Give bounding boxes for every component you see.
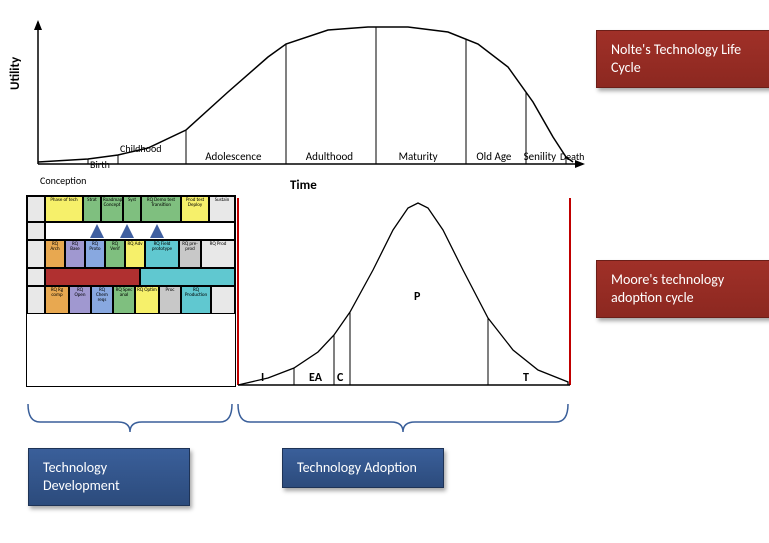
lifecycle-stage-label: Senility [524, 150, 557, 163]
lifecycle-stage-label: Childhood [120, 142, 161, 155]
adoption-segment-label: T [523, 371, 529, 385]
adoption-segment-label: C [337, 371, 343, 385]
adoption-segment-label: I [261, 371, 264, 385]
lifecycle-stage-label: Adulthood [306, 150, 353, 163]
adoption-segment-label: EA [309, 371, 322, 385]
lifecycle-stage-label: Adolescence [205, 150, 261, 163]
lifecycle-stage-label: Birth [90, 158, 110, 171]
lifecycle-stage-label: Old Age [476, 150, 511, 163]
braces [0, 0, 769, 543]
lifecycle-stage-label: Conception [40, 174, 86, 187]
lifecycle-stage-label: Maturity [399, 150, 438, 163]
adoption-segment-label: P [414, 290, 420, 304]
lifecycle-stage-label: Death [560, 150, 584, 163]
